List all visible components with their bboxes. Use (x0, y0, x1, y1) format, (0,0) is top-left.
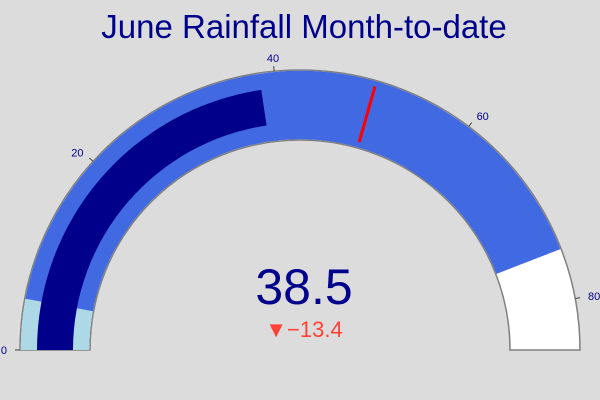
gauge-delta: ▼−13.4 (265, 317, 342, 342)
chart-title: June Rainfall Month-to-date (101, 8, 506, 45)
gauge-tick-label-80: 80 (588, 291, 600, 303)
gauge-threshold-line (357, 86, 377, 143)
gauge-tick-60 (468, 122, 473, 127)
gauge-tick-20 (89, 157, 94, 162)
gauge-tick-label-40: 40 (267, 53, 279, 65)
gauge-tick-label-0: 0 (1, 345, 7, 357)
gauge-ticks: 0 20 40 60 80 (1, 53, 600, 357)
gauge-value-bar (37, 89, 267, 351)
gauge-value: 38.5 (255, 259, 352, 315)
gauge-tick-label-20: 20 (71, 148, 83, 160)
gauge-arcs (19, 69, 581, 351)
gauge-tick-label-60: 60 (477, 111, 489, 123)
gauge-tick-80 (575, 297, 581, 300)
